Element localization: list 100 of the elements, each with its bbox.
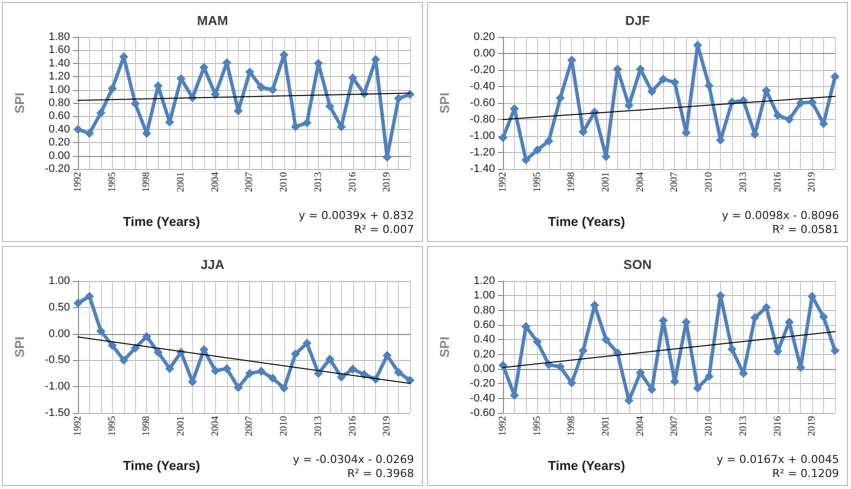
y-tick-label: -0.20 [470,64,495,76]
y-tick-label: 0.20 [474,348,495,360]
x-tick-label: 2010 [278,416,290,436]
point [96,326,106,336]
x-tick-label: 2013 [738,172,749,192]
y-tick-label: -0.60 [470,407,495,419]
text: y = 0.0167x + 0.0045 [716,453,840,466]
x-tick-label: 2013 [312,172,324,192]
point [268,374,278,383]
y-tick-label: 0.80 [474,304,495,316]
y-tick-label: 0.40 [48,123,70,136]
x-tick-label: 2001 [600,172,612,192]
point [819,312,828,322]
y-tick-label: -1.40 [470,163,495,175]
x-tick-label: 1998 [566,172,578,192]
x-tick-label: 2013 [738,416,749,436]
point [84,292,94,301]
x-tick-label: 1992 [72,172,84,192]
x-tick-label: 2019 [806,416,818,436]
point [830,346,840,356]
x-tick-label: 2019 [382,416,393,436]
y-tick-label: -0.50 [44,354,70,366]
x-tick-label: 1995 [532,172,543,192]
x-tick-label: 1995 [106,416,118,436]
point [658,74,668,84]
y-tick-label: -0.40 [470,392,495,404]
point [245,67,254,76]
y-tick-label: 0.50 [48,301,70,314]
point [556,94,565,103]
point [394,94,404,103]
point [165,364,174,374]
y-tick-label: 1.40 [48,57,70,70]
point [268,85,278,94]
y-tick-label: -1.50 [44,407,70,419]
chart-title: JJA [200,257,226,272]
y-tick-label: 1.80 [48,31,70,43]
y-tick-label: 0.20 [474,31,495,43]
x-tick-label: 2019 [382,172,393,192]
point [74,124,82,134]
x-tick-label: 2010 [704,172,715,192]
text: R² = 0.007 [354,223,414,236]
y-tick-label: 1.00 [48,275,70,287]
y-tick-label: 0.00 [474,48,495,60]
point [498,133,508,142]
point [727,344,736,354]
x-tick-label: 2001 [600,416,612,436]
x-tick-label: 1998 [141,172,152,192]
y-tick-label: -0.20 [44,163,70,175]
point [325,102,334,111]
text: R² = 0.3968 [347,467,414,480]
x-axis-title: Time (Years) [548,214,626,229]
y-axis-title: SPI [437,336,452,358]
y-tick-label: -0.80 [470,114,495,126]
point [556,362,565,372]
y-tick-label: -0.60 [470,97,495,109]
point [647,86,656,96]
y-tick-label: -1.00 [470,130,495,142]
point [670,78,680,87]
point [394,368,404,377]
y-tick-label: 1.00 [48,84,70,96]
point [256,82,266,92]
x-tick-label: 2001 [176,416,187,436]
point [406,90,414,99]
text: y = -0.0304x - 0.0269 [292,453,414,466]
x-tick-label: 2004 [634,416,646,436]
point [84,128,94,138]
y-tick-label: -0.40 [470,80,495,92]
chart-title: MAM [196,13,228,28]
x-tick-label: 2004 [210,172,221,192]
x-tick-label: 2007 [244,416,256,436]
x-tick-label: 1992 [498,172,508,192]
point [119,356,128,365]
y-axis-title: SPI [12,92,27,114]
x-tick-label: 2016 [347,416,358,436]
point [256,366,266,376]
y-tick-label: 1.20 [474,275,495,287]
point [210,366,220,376]
point [108,84,117,93]
y-tick-label: -1.20 [470,146,495,158]
y-tick-label: 1.00 [474,290,495,302]
x-tick-label: 1995 [106,172,118,192]
point [314,368,323,378]
point [154,348,163,357]
point [636,368,645,378]
x-tick-label: 2013 [312,416,324,436]
x-axis-title: Time (Years) [123,214,200,229]
point [784,115,794,124]
y-tick-label: 1.20 [48,70,70,83]
point [302,118,312,128]
y-tick-label: 0.00 [48,150,70,162]
point [750,313,760,322]
y-tick-label: 0.40 [474,334,495,346]
point [348,364,358,374]
y-tick-label: 0.20 [48,136,70,149]
x-tick-label: 2010 [278,172,290,192]
chart-title: SON [623,257,652,272]
point [130,99,140,108]
point [108,340,117,350]
point [808,98,817,107]
text: y = 0.0039x + 0.832 [298,209,414,222]
